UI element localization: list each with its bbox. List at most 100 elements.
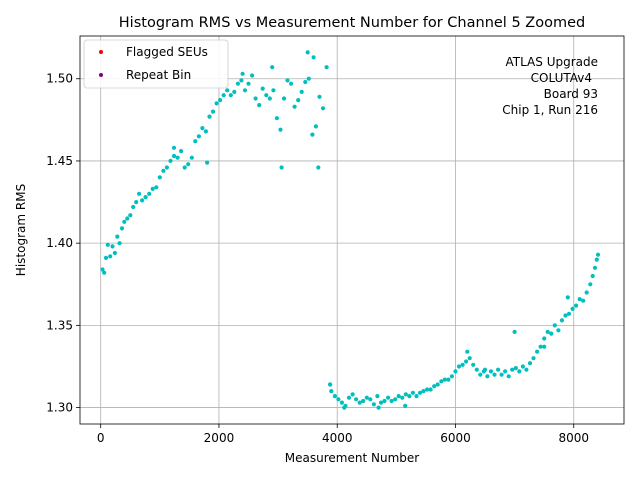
data-point: [496, 367, 501, 372]
data-point: [592, 265, 598, 270]
data-point: [134, 200, 139, 205]
data-point: [313, 124, 318, 129]
data-points: [100, 50, 601, 410]
data-point: [210, 109, 216, 114]
data-point: [203, 129, 208, 134]
data-point: [214, 101, 219, 106]
data-point: [393, 397, 398, 402]
data-point: [425, 387, 430, 392]
data-point: [417, 390, 423, 395]
data-point: [588, 282, 593, 287]
data-point: [264, 93, 269, 98]
data-point: [595, 252, 601, 257]
data-point: [510, 367, 515, 372]
data-point: [474, 367, 479, 372]
data-point: [368, 397, 373, 402]
data-point: [168, 158, 173, 163]
annotation-line-3: Board 93: [544, 87, 598, 101]
data-point: [270, 65, 275, 70]
data-point: [122, 219, 127, 224]
data-point: [281, 96, 287, 101]
data-point: [279, 165, 284, 170]
data-point: [292, 104, 297, 109]
data-point: [439, 379, 444, 384]
data-point: [376, 405, 381, 410]
data-point: [382, 398, 387, 404]
data-point: [143, 195, 148, 200]
data-point: [364, 395, 369, 400]
plot-frame: [79, 35, 625, 425]
data-point: [386, 395, 391, 400]
data-point: [235, 81, 240, 86]
data-point: [324, 65, 329, 70]
legend-label-repeat: Repeat Bin: [126, 68, 191, 82]
data-point: [428, 387, 433, 392]
data-point: [316, 165, 321, 170]
annotation-line-2: COLUTAv4: [531, 71, 592, 85]
data-point: [549, 331, 554, 336]
data-point: [207, 114, 212, 119]
data-point: [552, 323, 557, 328]
data-point: [506, 374, 511, 379]
data-point: [179, 149, 184, 154]
data-point: [453, 369, 458, 374]
data-point: [565, 295, 570, 300]
data-point: [488, 369, 494, 374]
data-point: [332, 394, 337, 399]
data-point: [250, 73, 255, 78]
data-point: [329, 389, 334, 394]
data-point: [542, 336, 547, 341]
annotation-block: ATLAS Upgrade COLUTAv4 Board 93 Chip 1, …: [502, 55, 598, 117]
data-point: [375, 394, 380, 399]
legend: Flagged SEUs Repeat Bin: [83, 39, 229, 89]
data-point: [137, 191, 142, 196]
data-point: [239, 78, 244, 83]
data-point: [119, 226, 125, 231]
data-point: [517, 369, 522, 374]
data-point: [317, 94, 322, 99]
legend-marker-flagged: [99, 50, 103, 54]
data-point: [336, 397, 341, 402]
data-point: [271, 88, 276, 93]
data-point: [320, 106, 326, 111]
data-point: [460, 362, 465, 367]
data-point: [584, 290, 589, 295]
data-point: [267, 96, 272, 101]
data-point: [164, 165, 169, 170]
data-point: [590, 273, 595, 279]
data-point: [171, 145, 177, 150]
data-point: [125, 216, 130, 221]
data-point: [299, 89, 304, 94]
data-point: [171, 153, 177, 159]
data-point: [485, 374, 490, 379]
legend-label-flagged: Flagged SEUs: [126, 45, 208, 59]
data-point: [407, 394, 412, 399]
data-point: [542, 344, 547, 349]
data-point: [471, 362, 476, 367]
y-tick-label: 1.30: [46, 401, 73, 415]
data-point: [131, 204, 136, 210]
data-point: [193, 139, 198, 144]
data-point: [357, 400, 362, 405]
data-point: [581, 298, 586, 303]
annotation-line-4: Chip 1, Run 216: [502, 103, 598, 117]
data-point: [371, 402, 376, 407]
x-tick-label: 0: [97, 431, 105, 445]
x-tick-label: 6000: [440, 431, 471, 445]
data-point: [535, 349, 540, 354]
x-tick-label: 4000: [322, 431, 353, 445]
data-point: [527, 361, 533, 366]
data-point: [499, 372, 504, 377]
data-point: [577, 297, 582, 302]
data-point: [414, 394, 419, 399]
data-point: [128, 213, 133, 218]
data-point: [492, 372, 497, 377]
y-tick-label: 1.50: [46, 72, 73, 86]
y-axis-label: Histogram RMS: [14, 184, 28, 276]
data-point: [157, 175, 162, 180]
data-point: [289, 81, 294, 86]
data-point: [232, 89, 237, 94]
data-point: [285, 78, 290, 83]
data-point: [117, 241, 122, 246]
